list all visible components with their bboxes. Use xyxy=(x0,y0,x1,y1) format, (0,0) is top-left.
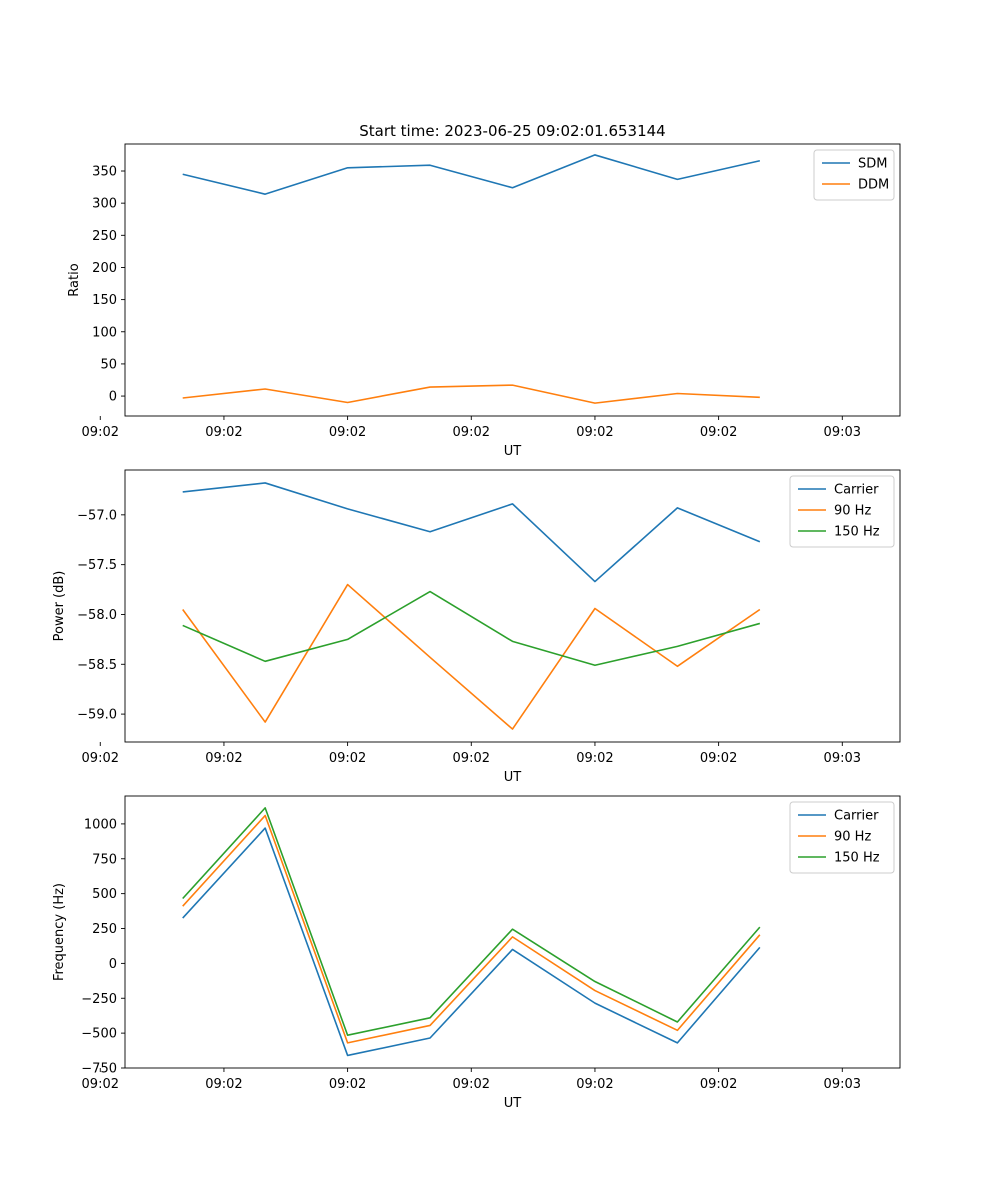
y-axis-label: Frequency (Hz) xyxy=(52,883,67,981)
y-tick-label: 1000 xyxy=(84,817,117,832)
y-tick-label: 100 xyxy=(92,325,117,340)
y-tick-label: 500 xyxy=(92,887,117,902)
axes-frame xyxy=(124,143,901,417)
legend-label: Carrier xyxy=(834,809,879,824)
subplot-1: 0 50 100 150 200 250 300 350 09:02 09:02 09:02 09:0… xyxy=(67,143,901,459)
legend: SDM DDM xyxy=(813,149,895,201)
x-tick-label: 09:02 xyxy=(329,425,366,440)
series-line-90-hz xyxy=(182,814,761,1044)
series-line-150-hz xyxy=(182,590,761,667)
y-tick-label: −58.0 xyxy=(77,608,117,623)
y-tick-label: −500 xyxy=(81,1027,117,1042)
series-line-90-hz xyxy=(182,583,761,730)
x-tick-label: 09:02 xyxy=(205,751,242,766)
x-axis-label: UT xyxy=(504,444,522,459)
x-tick-label: 09:02 xyxy=(576,425,613,440)
x-tick-label: 09:02 xyxy=(205,425,242,440)
x-tick-label: 09:03 xyxy=(824,1077,861,1092)
x-tick-label: 09:02 xyxy=(82,1077,119,1092)
series-line-ddm xyxy=(182,384,760,404)
subplot-2: −59.0 −58.5 −58.0 −57.5 −57.0 09:02 09:02 09:02… xyxy=(52,469,901,785)
x-tick-label: 09:03 xyxy=(824,751,861,766)
y-tick-label: 250 xyxy=(92,229,117,244)
legend-label: 90 Hz xyxy=(834,830,871,845)
figure-title: Start time: 2023-06-25 09:02:01.653144 xyxy=(359,122,665,140)
subplot-3: −750 −500 −250 0 250 500 750 1000 09:02 09:02 09:0… xyxy=(52,795,901,1111)
series-line-carrier xyxy=(182,482,761,583)
y-tick-label: −57.5 xyxy=(77,558,117,573)
x-tick-label: 09:02 xyxy=(82,751,119,766)
y-tick-label: 150 xyxy=(92,293,117,308)
x-tick-label: 09:02 xyxy=(82,425,119,440)
x-tick-label: 09:02 xyxy=(453,751,490,766)
legend-label: DDM xyxy=(858,178,889,193)
legend-label: Carrier xyxy=(834,483,879,498)
subplots: 0 50 100 150 200 250 300 350 09:02 09:02 09:02 09:0… xyxy=(52,143,901,1111)
x-tick-label: 09:02 xyxy=(700,1077,737,1092)
x-tick-label: 09:02 xyxy=(576,751,613,766)
x-tick-label: 09:02 xyxy=(453,1077,490,1092)
legend-label: 90 Hz xyxy=(834,504,871,519)
axes-frame xyxy=(124,795,901,1069)
y-tick-label: 300 xyxy=(92,197,117,212)
legend: Carrier 90 Hz 150 Hz xyxy=(789,801,895,874)
x-tick-label: 09:02 xyxy=(700,751,737,766)
y-tick-label: 0 xyxy=(109,390,117,405)
series-line-150-hz xyxy=(182,807,761,1037)
y-tick-label: −59.0 xyxy=(77,708,117,723)
y-tick-label: 50 xyxy=(100,357,117,372)
series-line-carrier xyxy=(182,827,761,1057)
x-axis-label: UT xyxy=(504,770,522,785)
y-axis-label: Ratio xyxy=(67,263,82,296)
legend-box xyxy=(789,801,895,874)
series-line-sdm xyxy=(182,154,761,195)
y-tick-label: −250 xyxy=(81,992,117,1007)
legend-box xyxy=(789,475,895,548)
x-tick-label: 09:02 xyxy=(576,1077,613,1092)
x-tick-label: 09:02 xyxy=(453,425,490,440)
y-tick-label: −58.5 xyxy=(77,658,117,673)
y-tick-label: 0 xyxy=(109,957,117,972)
x-tick-label: 09:02 xyxy=(205,1077,242,1092)
x-tick-label: 09:03 xyxy=(824,425,861,440)
y-tick-label: −57.0 xyxy=(77,508,117,523)
axes-frame xyxy=(124,469,901,743)
y-tick-label: −750 xyxy=(81,1062,117,1077)
x-axis-label: UT xyxy=(504,1096,522,1111)
x-tick-label: 09:02 xyxy=(329,1077,366,1092)
legend: Carrier 90 Hz 150 Hz xyxy=(789,475,895,548)
x-tick-label: 09:02 xyxy=(700,425,737,440)
y-axis-label: Power (dB) xyxy=(52,571,67,642)
legend-label: 150 Hz xyxy=(834,851,880,866)
legend-label: 150 Hz xyxy=(834,525,880,540)
legend-label: SDM xyxy=(858,157,887,172)
y-tick-label: 250 xyxy=(92,922,117,937)
y-tick-label: 350 xyxy=(92,165,117,180)
y-tick-label: 750 xyxy=(92,852,117,867)
x-tick-label: 09:02 xyxy=(329,751,366,766)
y-tick-label: 200 xyxy=(92,261,117,276)
